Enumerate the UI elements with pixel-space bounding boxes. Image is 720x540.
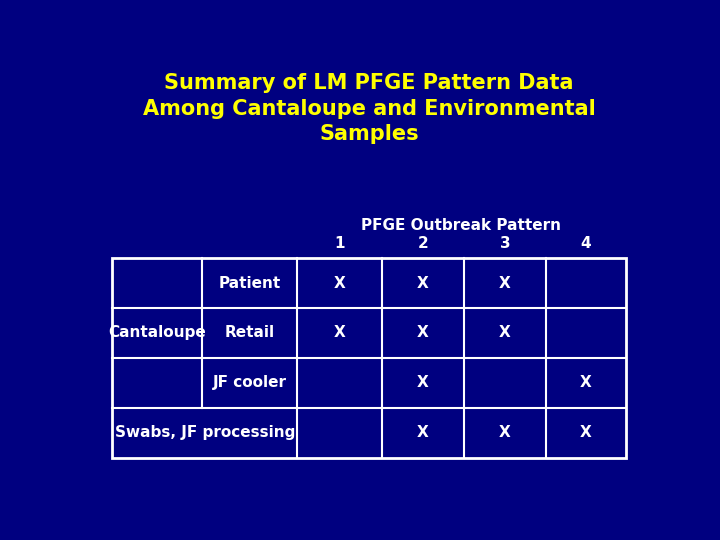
Text: PFGE Outbreak Pattern: PFGE Outbreak Pattern bbox=[361, 218, 562, 233]
Text: X: X bbox=[417, 426, 429, 440]
Text: 1: 1 bbox=[334, 235, 345, 251]
Text: Summary of LM PFGE Pattern Data
Among Cantaloupe and Environmental
Samples: Summary of LM PFGE Pattern Data Among Ca… bbox=[143, 73, 595, 144]
Text: X: X bbox=[499, 275, 511, 291]
Text: Patient: Patient bbox=[218, 275, 281, 291]
Text: X: X bbox=[580, 375, 592, 390]
Text: X: X bbox=[333, 275, 346, 291]
Text: Cantaloupe: Cantaloupe bbox=[109, 326, 206, 341]
Text: 2: 2 bbox=[418, 235, 428, 251]
Text: JF cooler: JF cooler bbox=[212, 375, 287, 390]
Text: 3: 3 bbox=[500, 235, 510, 251]
Text: X: X bbox=[499, 426, 511, 440]
Text: X: X bbox=[417, 375, 429, 390]
Text: X: X bbox=[333, 326, 346, 341]
Text: X: X bbox=[499, 326, 511, 341]
Text: Retail: Retail bbox=[225, 326, 275, 341]
Text: X: X bbox=[417, 275, 429, 291]
Text: X: X bbox=[580, 426, 592, 440]
Text: Swabs, JF processing: Swabs, JF processing bbox=[114, 426, 295, 440]
Text: 4: 4 bbox=[580, 235, 591, 251]
Text: X: X bbox=[417, 326, 429, 341]
